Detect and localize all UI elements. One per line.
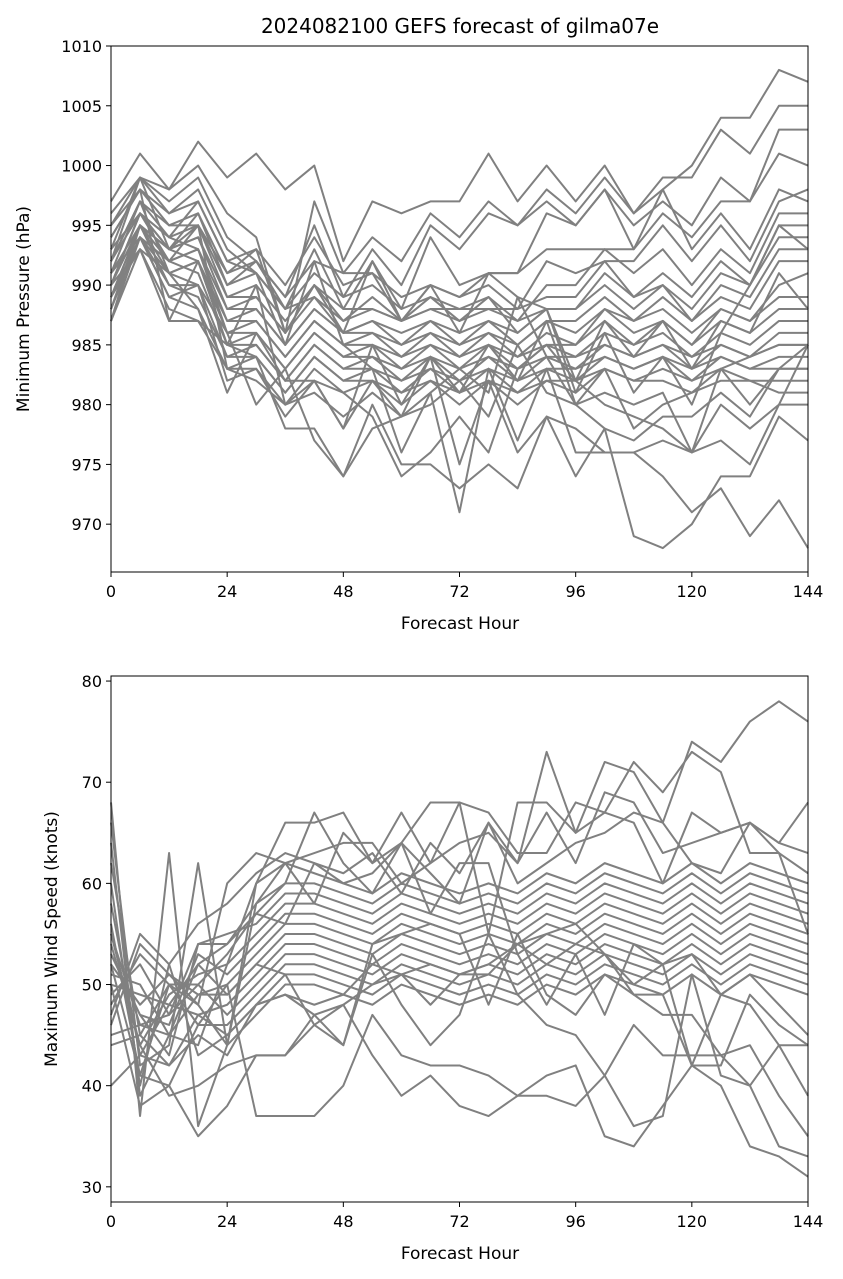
- wind-y-tick-label: 80: [82, 672, 102, 691]
- pressure-member-line-24: [110, 212, 809, 549]
- pressure-member-line-25: [110, 224, 809, 550]
- wind-panel: 0 24 48 72 96 120 144 30 40 50 60 70 80 Forecast Ho…: [42, 672, 823, 1264]
- wind-x-tick-label: 48: [333, 1212, 353, 1231]
- pressure-y-tick-label: 980: [71, 396, 102, 415]
- pressure-member-line-28: [110, 176, 808, 454]
- pressure-member-line-1: [110, 68, 809, 263]
- wind-member-line-19: [110, 932, 809, 1158]
- wind-x-tick-label: 120: [677, 1212, 708, 1231]
- wind-member-line-13: [110, 932, 809, 1016]
- wind-x-tick-label: 72: [449, 1212, 469, 1231]
- pressure-y-tick-label: 1000: [61, 157, 102, 176]
- pressure-y-axis-label: Minimum Pressure (hPa): [14, 206, 34, 412]
- pressure-member-line-26: [110, 236, 809, 478]
- wind-y-ticks: 30 40 50 60 70 80: [82, 672, 111, 1197]
- pressure-series-group: [110, 68, 809, 550]
- pressure-member-line-2: [110, 104, 808, 334]
- pressure-x-tick-label: 144: [793, 582, 824, 601]
- pressure-y-tick-label: 1010: [61, 37, 102, 56]
- chart-title: 2024082100 GEFS forecast of gilma07e: [261, 14, 659, 38]
- pressure-member-line-3: [110, 128, 808, 299]
- wind-y-tick-label: 50: [82, 976, 102, 995]
- pressure-x-tick-label: 120: [677, 582, 708, 601]
- pressure-member-line-30: [110, 176, 809, 382]
- wind-member-line-9: [110, 892, 809, 1047]
- wind-member-line-7: [110, 872, 809, 1077]
- wind-x-axis-label: Forecast Hour: [401, 1244, 519, 1264]
- wind-x-tick-label: 0: [106, 1212, 116, 1231]
- pressure-y-tick-label: 995: [71, 216, 102, 235]
- pressure-y-tick-label: 975: [71, 455, 102, 474]
- pressure-y-tick-label: 970: [71, 515, 102, 534]
- wind-y-axis-label: Maximum Wind Speed (knots): [42, 811, 62, 1067]
- pressure-x-tick-label: 0: [106, 582, 116, 601]
- pressure-y-tick-label: 990: [71, 276, 102, 295]
- pressure-x-axis-label: Forecast Hour: [401, 614, 519, 634]
- pressure-member-line-27: [110, 188, 809, 442]
- pressure-y-tick-label: 985: [71, 336, 102, 355]
- wind-x-ticks: 0 24 48 72 96 120 144: [106, 1202, 823, 1231]
- wind-y-tick-label: 40: [82, 1077, 102, 1096]
- pressure-x-tick-label: 24: [217, 582, 237, 601]
- pressure-x-ticks: 0 24 48 72 96 120 144: [106, 572, 823, 601]
- pressure-x-tick-label: 96: [565, 582, 585, 601]
- pressure-y-tick-label: 1005: [61, 97, 102, 116]
- wind-member-line-24: [110, 841, 809, 1067]
- pressure-panel: 2024082100 GEFS forecast of gilma07e 0 24…: [14, 14, 823, 634]
- wind-x-tick-label: 144: [793, 1212, 824, 1231]
- wind-x-tick-label: 24: [217, 1212, 237, 1231]
- pressure-member-line-4: [110, 152, 809, 310]
- wind-y-tick-label: 30: [82, 1178, 102, 1197]
- pressure-member-line-29: [110, 188, 809, 406]
- wind-member-line-18: [110, 983, 808, 1118]
- wind-member-line-4: [110, 791, 809, 1037]
- wind-member-line-22: [110, 922, 809, 1097]
- wind-member-line-8: [110, 882, 809, 1026]
- pressure-x-tick-label: 48: [333, 582, 353, 601]
- pressure-x-tick-label: 72: [449, 582, 469, 601]
- wind-y-tick-label: 70: [82, 773, 102, 792]
- wind-y-tick-label: 60: [82, 874, 102, 893]
- wind-x-tick-label: 96: [565, 1212, 585, 1231]
- pressure-y-ticks: 970 975 980 985 990 995 1000 1005 1010: [61, 37, 111, 534]
- wind-series-group: [110, 700, 809, 1178]
